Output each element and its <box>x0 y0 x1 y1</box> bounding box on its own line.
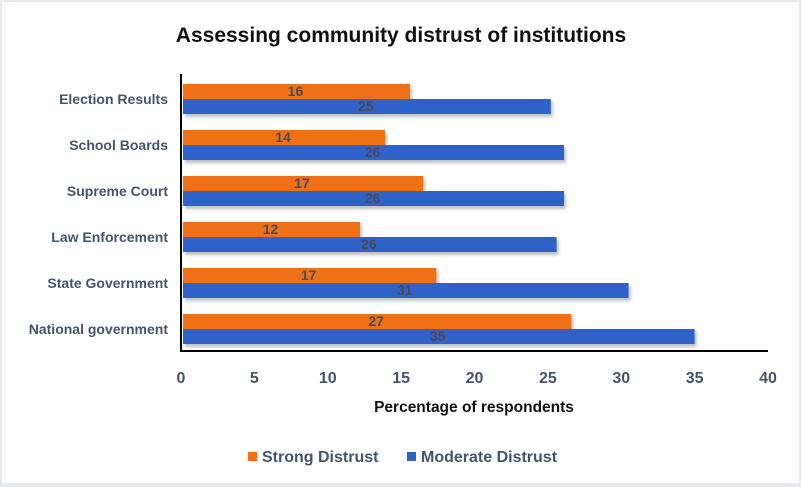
bar-strong <box>183 176 424 191</box>
data-label: 12 <box>263 221 279 237</box>
legend-swatch <box>248 452 257 461</box>
data-label: 26 <box>365 144 381 160</box>
legend: Strong Distrust Moderate Distrust <box>248 449 558 466</box>
data-label: 16 <box>288 83 304 99</box>
x-tick-label: 40 <box>759 370 777 387</box>
chart-title: Assessing community distrust of institut… <box>176 24 626 47</box>
data-label: 14 <box>275 129 291 145</box>
bar-strong <box>183 84 410 99</box>
data-label: 31 <box>397 282 413 298</box>
x-tick-label: 10 <box>319 370 337 387</box>
bar-moderate <box>183 283 629 298</box>
category-label: Law Enforcement <box>51 229 168 245</box>
bar-strong <box>183 222 361 237</box>
data-label: 26 <box>365 190 381 206</box>
category-label: School Boards <box>69 137 168 153</box>
bar-strong <box>183 130 385 145</box>
data-label: 26 <box>361 236 377 252</box>
bar-moderate <box>183 237 557 252</box>
plot-area: Election Results 16 25 School Boards 14 26 Sup… <box>29 74 777 387</box>
data-label: 17 <box>301 267 317 283</box>
category-label: State Government <box>47 275 168 291</box>
legend-swatch <box>407 452 416 461</box>
data-label: 25 <box>358 98 374 114</box>
x-tick-label: 25 <box>539 370 557 387</box>
bar-moderate <box>183 99 551 114</box>
bar-moderate <box>183 191 565 206</box>
bar-strong <box>183 268 437 283</box>
x-tick-label: 30 <box>612 370 630 387</box>
x-tick-label: 15 <box>392 370 410 387</box>
bar-strong <box>183 314 572 329</box>
legend-label: Moderate Distrust <box>421 449 558 466</box>
category-label: Supreme Court <box>67 183 168 199</box>
bar-moderate <box>183 145 565 160</box>
bar-moderate <box>183 329 695 344</box>
x-axis-label: Percentage of respondents <box>374 399 574 416</box>
x-tick-label: 0 <box>177 370 186 387</box>
data-label: 35 <box>430 328 446 344</box>
data-label: 17 <box>294 175 310 191</box>
legend-label: Strong Distrust <box>262 449 379 466</box>
category-label: National government <box>29 321 169 337</box>
x-tick-label: 35 <box>686 370 704 387</box>
category-label: Election Results <box>59 91 168 107</box>
x-tick-label: 20 <box>466 370 484 387</box>
x-tick-label: 5 <box>250 370 259 387</box>
data-label: 27 <box>368 313 384 329</box>
